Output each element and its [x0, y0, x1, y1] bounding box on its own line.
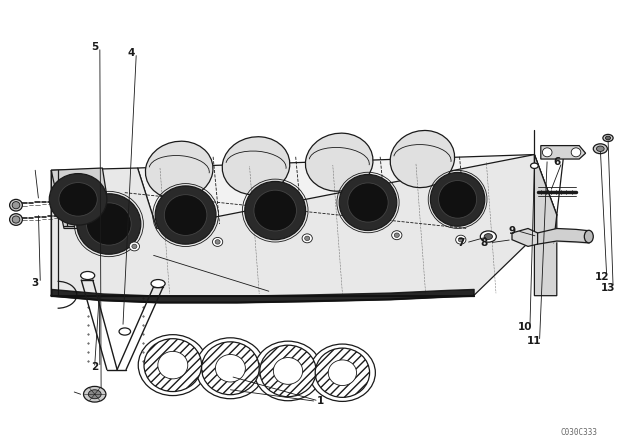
- Ellipse shape: [132, 244, 137, 249]
- Ellipse shape: [605, 136, 611, 140]
- Ellipse shape: [83, 386, 106, 402]
- Ellipse shape: [215, 240, 220, 244]
- Text: 10: 10: [518, 322, 532, 332]
- Ellipse shape: [216, 354, 245, 382]
- Polygon shape: [534, 155, 557, 296]
- Ellipse shape: [88, 390, 101, 399]
- Text: 7: 7: [457, 238, 465, 248]
- Text: 12: 12: [595, 272, 609, 282]
- Ellipse shape: [531, 163, 538, 168]
- Ellipse shape: [129, 242, 140, 251]
- Ellipse shape: [151, 280, 165, 288]
- Ellipse shape: [164, 194, 207, 236]
- Ellipse shape: [254, 190, 296, 231]
- Ellipse shape: [316, 348, 370, 397]
- Ellipse shape: [212, 237, 223, 246]
- Text: C030C333: C030C333: [561, 428, 598, 437]
- Ellipse shape: [305, 236, 310, 241]
- Text: 4: 4: [127, 48, 135, 58]
- Ellipse shape: [12, 216, 20, 223]
- Polygon shape: [51, 168, 112, 228]
- Ellipse shape: [456, 235, 466, 244]
- Ellipse shape: [603, 134, 613, 142]
- Ellipse shape: [593, 144, 607, 154]
- Ellipse shape: [81, 271, 95, 280]
- Ellipse shape: [144, 339, 202, 392]
- Ellipse shape: [543, 148, 552, 157]
- Ellipse shape: [348, 183, 388, 222]
- Ellipse shape: [339, 174, 397, 230]
- Ellipse shape: [77, 194, 141, 254]
- Ellipse shape: [254, 341, 322, 401]
- Text: 11: 11: [527, 336, 541, 346]
- Text: 9: 9: [508, 226, 516, 236]
- Ellipse shape: [158, 351, 188, 379]
- Polygon shape: [138, 155, 557, 228]
- Ellipse shape: [390, 130, 454, 188]
- Ellipse shape: [155, 186, 216, 244]
- Ellipse shape: [480, 231, 497, 242]
- Ellipse shape: [119, 328, 131, 335]
- Ellipse shape: [202, 342, 259, 395]
- Ellipse shape: [59, 182, 97, 216]
- Ellipse shape: [196, 338, 265, 399]
- Ellipse shape: [86, 203, 131, 245]
- Text: 3: 3: [31, 278, 39, 288]
- Text: 5: 5: [91, 42, 99, 52]
- Ellipse shape: [392, 231, 402, 240]
- Polygon shape: [512, 228, 538, 246]
- Ellipse shape: [584, 230, 593, 243]
- Ellipse shape: [10, 199, 22, 211]
- Ellipse shape: [458, 237, 463, 242]
- Ellipse shape: [145, 141, 213, 199]
- Ellipse shape: [484, 234, 493, 239]
- Ellipse shape: [596, 146, 604, 151]
- Ellipse shape: [222, 137, 290, 195]
- Ellipse shape: [438, 181, 477, 218]
- Ellipse shape: [305, 133, 373, 191]
- Ellipse shape: [572, 148, 581, 157]
- Polygon shape: [541, 146, 586, 159]
- Ellipse shape: [12, 202, 20, 209]
- Ellipse shape: [310, 344, 375, 401]
- Text: 13: 13: [601, 283, 615, 293]
- Text: 6: 6: [553, 157, 561, 167]
- Ellipse shape: [260, 345, 316, 397]
- Ellipse shape: [273, 358, 303, 384]
- Ellipse shape: [138, 335, 207, 396]
- Ellipse shape: [430, 172, 485, 226]
- Ellipse shape: [328, 360, 356, 386]
- Ellipse shape: [394, 233, 399, 237]
- Ellipse shape: [10, 214, 22, 225]
- Polygon shape: [51, 155, 557, 296]
- Text: 1: 1: [316, 396, 324, 406]
- Text: 8: 8: [481, 238, 488, 248]
- Ellipse shape: [49, 173, 107, 225]
- Text: 2: 2: [91, 362, 99, 372]
- Ellipse shape: [244, 181, 306, 240]
- Ellipse shape: [302, 234, 312, 243]
